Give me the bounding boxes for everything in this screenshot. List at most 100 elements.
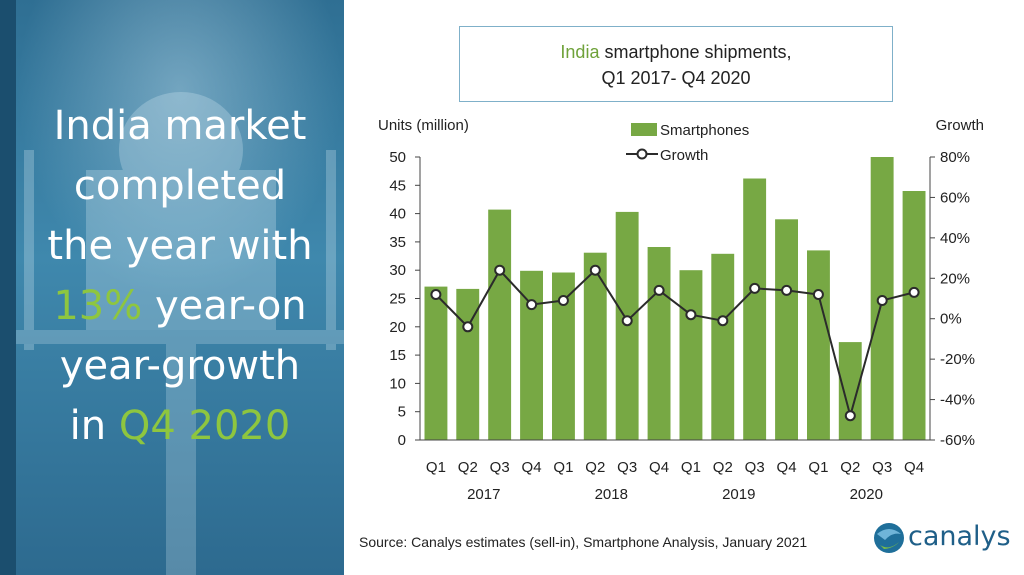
left-tick-label: 25 — [389, 291, 406, 308]
canalys-logo — [874, 523, 904, 553]
bar-smartphones — [647, 247, 671, 440]
x-category-label: Q2 — [585, 459, 605, 476]
growth-point — [812, 289, 824, 300]
headline-line-6: in Q4 2020 — [16, 396, 344, 456]
x-year-label: 2020 — [850, 486, 883, 503]
taj-mahal-silhouette — [16, 92, 344, 575]
left-tick-label: 0 — [398, 432, 406, 449]
bar-smartphones — [838, 342, 862, 440]
growth-point — [430, 289, 442, 300]
headline-quarter: Q4 2020 — [118, 403, 291, 449]
x-category-label: Q1 — [681, 459, 701, 476]
bar-smartphones — [488, 209, 512, 440]
x-category-label: Q2 — [840, 459, 860, 476]
growth-point — [876, 295, 888, 306]
headline-line-6-prefix: in — [69, 403, 119, 449]
x-category-label: Q1 — [808, 459, 828, 476]
left-axis-title: Units (million) — [378, 117, 469, 134]
chart-title-line-1: India smartphone shipments, — [460, 39, 892, 65]
x-category-label: Q3 — [745, 459, 765, 476]
chart-title-line-2: Q1 2017- Q4 2020 — [601, 68, 751, 88]
x-category-label: Q2 — [458, 459, 478, 476]
headline-line-2: completed — [73, 163, 287, 209]
bar-smartphones — [456, 288, 480, 440]
left-tick-label: 50 — [389, 149, 406, 166]
left-panel: India market completed the year with 13%… — [0, 0, 344, 575]
left-tick-label: 10 — [389, 375, 406, 392]
bar-smartphones — [552, 272, 575, 440]
left-tick-label: 45 — [389, 177, 406, 194]
growth-line — [435, 268, 915, 420]
right-tick-label: 60% — [940, 189, 970, 206]
x-category-label: Q4 — [522, 459, 542, 476]
chart-title-accent: India — [560, 42, 600, 62]
x-category-label: Q3 — [617, 459, 637, 476]
right-tick-label: 0% — [940, 311, 962, 328]
left-tick-label: 35 — [389, 234, 406, 251]
bar-smartphones — [679, 270, 703, 440]
bar-smartphones — [775, 219, 798, 440]
right-tick-label: 40% — [940, 230, 970, 247]
headline: India market completed the year with 13%… — [16, 96, 344, 456]
left-tick-label: 15 — [389, 347, 406, 364]
headline-line-3: the year with — [47, 223, 313, 269]
x-year-label: 2017 — [467, 486, 500, 503]
x-category-label: Q3 — [490, 459, 510, 476]
bar-smartphones — [583, 252, 607, 440]
x-year-label: 2018 — [595, 486, 628, 503]
headline-line-5: year-growth — [59, 343, 301, 389]
bar-smartphones — [807, 250, 830, 440]
bar-smartphones — [711, 253, 735, 440]
right-axis-title: Growth — [936, 117, 984, 134]
x-category-label: Q3 — [872, 459, 892, 476]
growth-point — [653, 284, 665, 296]
growth-point — [844, 410, 856, 422]
right-tick-label: 20% — [940, 270, 970, 287]
right-tick-label: 80% — [940, 149, 970, 166]
bar-smartphones — [902, 191, 926, 440]
left-tick-label: 5 — [398, 404, 406, 421]
growth-point — [685, 309, 697, 321]
x-category-label: Q4 — [649, 459, 669, 476]
legend-swatch-smartphones — [631, 123, 657, 136]
headline-line-4: 13% year-on — [16, 276, 344, 336]
growth-point — [781, 284, 793, 296]
panel-edge — [0, 0, 16, 575]
source-note: Source: Canalys estimates (sell-in), Sma… — [359, 534, 808, 550]
left-tick-label: 30 — [389, 262, 406, 279]
growth-point — [557, 295, 569, 306]
headline-line-4-rest: year-on — [142, 283, 307, 329]
headline-line-1: India market — [53, 103, 307, 149]
growth-point — [494, 264, 506, 276]
canalys-logo-text: canalys — [908, 521, 1011, 552]
right-tick-label: -20% — [940, 351, 975, 368]
x-category-label: Q4 — [777, 459, 797, 476]
globe-icon — [874, 523, 904, 553]
growth-point — [526, 299, 538, 311]
right-tick-label: -40% — [940, 392, 975, 409]
chart-title-rest: smartphone shipments, — [599, 42, 792, 62]
growth-point — [749, 282, 761, 294]
right-tick-label: -60% — [940, 432, 975, 449]
left-tick-label: 40 — [389, 206, 406, 223]
growth-point — [621, 315, 633, 327]
left-tick-label: 20 — [389, 319, 406, 336]
panel-sky-glow — [16, 0, 344, 300]
chart-title-box: India smartphone shipments, Q1 2017- Q4 … — [459, 26, 893, 102]
growth-point — [462, 321, 474, 333]
headline-growth-pct: 13% — [53, 283, 143, 329]
growth-point — [589, 264, 601, 276]
bar-smartphones — [520, 270, 543, 440]
growth-point — [908, 286, 920, 298]
bar-smartphones — [743, 178, 767, 440]
x-category-label: Q1 — [553, 459, 573, 476]
x-category-label: Q4 — [904, 459, 924, 476]
growth-point — [717, 315, 729, 327]
legend-label-growth: Growth — [660, 147, 708, 164]
legend-marker-growth — [636, 148, 648, 160]
x-category-label: Q1 — [426, 459, 446, 476]
bar-smartphones — [424, 286, 448, 440]
legend-label-smartphones: Smartphones — [660, 122, 749, 139]
x-year-label: 2019 — [722, 486, 755, 503]
